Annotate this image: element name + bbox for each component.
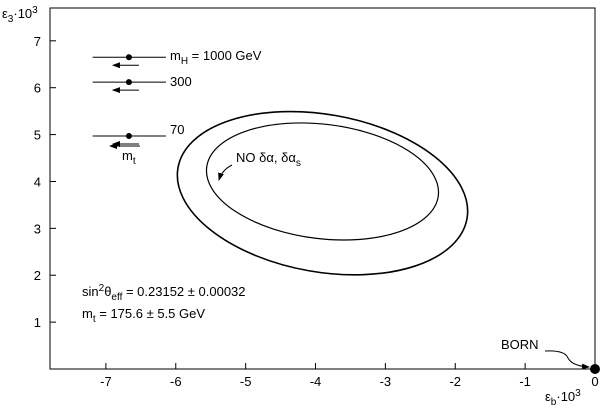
contour [176,110,469,276]
text-part: b [551,397,557,408]
mt-label: mt [122,148,136,167]
x-tick-label: -7 [100,374,112,389]
point-label: 70 [170,122,184,137]
x-tick-label: -5 [240,374,252,389]
text-part: ε [545,389,551,404]
text-part: 300 [170,74,192,89]
contour [205,122,440,241]
text-part: sin [82,284,99,299]
text-part: t [133,156,136,167]
fit-text: sin2θeff = 0.23152 ± 0.00032 [82,283,246,303]
y-tick-label: 5 [34,128,41,143]
text-part: H [181,56,188,67]
y-axis-label: ε3·103 [2,5,38,25]
text-part: t [93,314,96,325]
point [125,79,132,86]
text-part: 3 [32,5,38,16]
text-part: θ [104,284,111,299]
text-part: ·10 [556,389,575,404]
text-part: = 1000 GeV [188,48,262,63]
text-part: 3 [8,14,14,25]
text-part: 3 [575,388,581,399]
contour-label: NO δα, δαs [236,150,301,169]
x-axis-label: εb·103 [545,388,581,408]
point-label: 300 [170,74,192,89]
text-part: 2 [99,283,105,294]
text-part: 70 [170,122,184,137]
x-tick-label: -1 [519,374,531,389]
born-arrow [544,350,590,370]
x-tick-label: -6 [170,374,182,389]
y-tick-label: 2 [34,268,41,283]
text-part: m [170,48,181,63]
text-part: NO δα, δα [236,150,296,165]
born-label: BORN [501,337,539,352]
x-tick-label: -3 [380,374,392,389]
x-tick-label: -2 [449,374,461,389]
y-tick-label: 3 [34,221,41,236]
y-tick-label: 4 [34,174,41,189]
text-part: = 0.23152 ± 0.00032 [122,284,245,299]
y-tick-label: 6 [34,81,41,96]
point [125,132,132,139]
text-part: s [296,158,301,169]
text-part: m [122,148,133,163]
y-tick-label: 7 [34,34,41,49]
x-tick-label: -4 [310,374,322,389]
born-point [590,364,600,374]
text-part: = 175.6 ± 5.5 GeV [96,306,206,321]
annotation-arrow [218,164,233,181]
point [125,54,132,61]
point-label: mH = 1000 GeV [170,48,262,67]
text-part: ε [2,6,8,21]
fit-text: mt = 175.6 ± 5.5 GeV [82,306,205,325]
y-tick-label: 1 [34,315,41,330]
plot-frame [49,7,596,370]
text-part: eff [111,292,122,303]
text-part: m [82,306,93,321]
x-tick-label: 0 [591,374,598,389]
text-part: ·10 [13,6,32,21]
